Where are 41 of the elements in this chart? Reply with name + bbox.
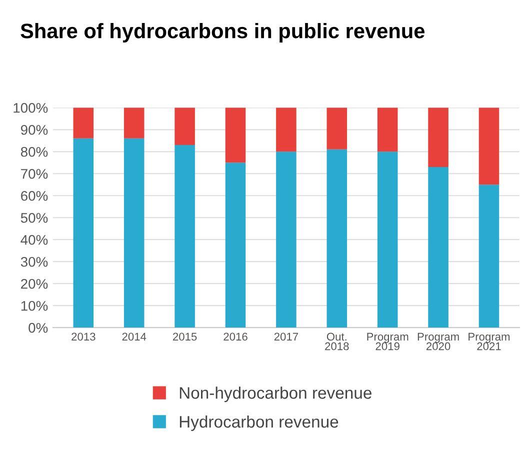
legend-label: Non-hydrocarbon revenue (180, 386, 372, 402)
bar (428, 108, 448, 168)
y-tick-label: 90% (20, 124, 48, 135)
bar (124, 108, 144, 138)
x-tick-label: 2013 (72, 332, 96, 341)
bar (225, 162, 246, 328)
y-tick-label: 10% (21, 300, 48, 311)
y-tick-label: 70% (21, 168, 48, 179)
y-tick-label: 60% (21, 190, 48, 201)
bar (276, 108, 296, 152)
bar (174, 108, 195, 146)
y-tick-label: 50% (20, 212, 48, 223)
bar (478, 184, 500, 328)
x-tick-label: Program 2019 (367, 332, 408, 350)
bar (377, 152, 398, 328)
x-tick-label: 2017 (274, 332, 298, 341)
chart-title: Share of hydrocarbons in public revenue (20, 23, 424, 42)
bar (124, 138, 144, 328)
bar (428, 167, 448, 328)
bar (174, 145, 195, 328)
x-tick-label: Program 2020 (418, 332, 459, 350)
x-tick-label: 2015 (173, 332, 197, 341)
bar (478, 108, 500, 185)
y-tick-label: 40% (20, 234, 48, 245)
y-tick-label: 20% (21, 278, 48, 289)
y-tick-label: 30% (20, 256, 48, 267)
y-tick-label: 80% (20, 146, 48, 157)
y-tick-label: 0% (28, 322, 48, 333)
x-tick-label: Program 2021 (468, 332, 510, 350)
bar (377, 108, 398, 152)
x-tick-label: 2016 (224, 332, 248, 341)
bar (326, 149, 348, 328)
bar (73, 108, 94, 138)
x-tick-label: Out. 2018 (325, 332, 349, 350)
x-tick-label: 2014 (122, 332, 146, 341)
bar (276, 152, 296, 328)
bar (73, 138, 94, 328)
bar (225, 108, 246, 163)
bar (326, 108, 348, 150)
y-tick-label: 100% (14, 102, 48, 113)
legend-label: Hydrocarbon revenue (180, 415, 338, 431)
